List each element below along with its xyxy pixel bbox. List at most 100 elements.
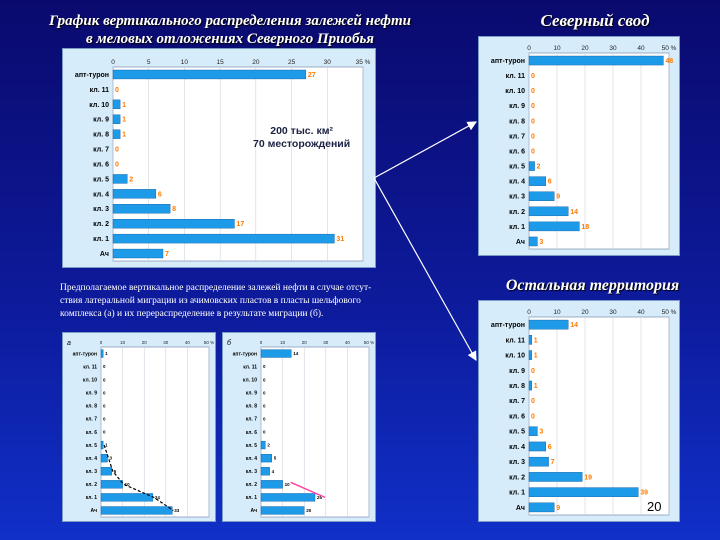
bar	[112, 233, 335, 244]
arrow-to-north	[373, 121, 478, 179]
data-label: 0	[263, 403, 266, 408]
bar	[260, 506, 305, 515]
category-label: кл. 3	[509, 459, 525, 466]
data-label: 1	[534, 353, 538, 360]
data-label: 14	[570, 322, 578, 329]
bar	[528, 456, 549, 467]
data-label: 0	[263, 430, 266, 435]
x-tick-label: 10	[120, 340, 126, 345]
bar	[528, 191, 555, 201]
category-label: кл. 9	[86, 391, 98, 397]
data-label: 0	[103, 377, 106, 382]
x-tick-label: 10	[280, 340, 286, 345]
x-tick-label: 15	[217, 59, 225, 66]
data-label: 0	[115, 147, 119, 154]
x-tick-label: 30	[163, 340, 169, 345]
bar	[100, 349, 104, 358]
bar	[528, 221, 580, 232]
x-tick-label: 20	[302, 340, 308, 345]
x-tick-label: 0	[260, 340, 263, 345]
x-tick-label: 30	[323, 340, 329, 345]
bar	[528, 335, 532, 345]
bar	[112, 219, 235, 229]
category-label: кл. 11	[506, 337, 525, 344]
bar	[528, 206, 569, 217]
data-label: 1	[534, 337, 538, 344]
category-label: апт-турон	[73, 351, 97, 357]
data-label: 19	[584, 474, 592, 481]
bar	[528, 487, 639, 497]
data-label: 20	[306, 508, 312, 513]
x-tick-label: 10	[553, 309, 561, 316]
data-label: 0	[103, 364, 106, 369]
category-label: кл. 1	[93, 236, 109, 243]
category-label: кл. 7	[509, 398, 525, 405]
data-label: 1	[105, 443, 108, 448]
bar	[528, 502, 555, 513]
category-label: кл. 3	[509, 194, 525, 201]
bar	[260, 480, 283, 489]
bar	[112, 129, 121, 139]
category-label: кл. 6	[246, 430, 258, 436]
x-tick-label: 35 %	[356, 59, 371, 66]
bar	[100, 454, 108, 463]
category-label: кл. 11	[90, 87, 109, 94]
category-label: кл. 3	[93, 206, 109, 213]
category-label: кл. 3	[246, 469, 258, 475]
data-label: 6	[548, 179, 552, 186]
bar	[528, 472, 583, 482]
annotation-fields: 70 месторождений	[253, 138, 351, 150]
category-label: Ач	[250, 508, 257, 514]
data-label: 27	[308, 72, 316, 79]
bar	[112, 99, 121, 109]
x-tick-label: 25	[288, 59, 296, 66]
category-label: кл. 1	[86, 495, 98, 501]
category-label: Ач	[100, 251, 109, 258]
bar	[528, 319, 569, 330]
data-label: 5	[114, 469, 117, 474]
data-label: 2	[537, 164, 541, 171]
category-label: апт-турон	[233, 351, 257, 357]
bar	[528, 161, 535, 171]
data-label: 10	[125, 482, 131, 487]
bar	[528, 55, 664, 66]
x-tick-label: 40	[637, 309, 645, 316]
data-label: 2	[129, 176, 133, 183]
category-label: кл. 2	[509, 209, 525, 216]
panel-letter: а	[67, 340, 71, 347]
caption-line-1: Предполагаемое вертикальное распределени…	[60, 283, 372, 293]
category-label: кл. 9	[93, 117, 109, 124]
bar	[260, 493, 316, 502]
data-label: 7	[551, 459, 555, 466]
chart-panel-small-b: 0 10 20 30 40 50 % б апт-турон 14 кл. 11 0 кл. 10 0 к…	[222, 332, 376, 522]
category-label: кл. 9	[246, 391, 258, 397]
data-label: 14	[293, 351, 299, 356]
data-label: 9	[556, 194, 560, 201]
category-label: кл. 7	[509, 133, 525, 140]
bar	[100, 440, 104, 450]
x-tick-label: 20	[581, 309, 589, 316]
x-tick-label: 40	[345, 340, 351, 345]
x-tick-label: 20	[142, 340, 148, 345]
x-tick-label: 0	[527, 45, 531, 52]
x-tick-label: 5	[147, 59, 151, 66]
data-label: 0	[531, 413, 535, 420]
bar	[112, 69, 307, 80]
data-label: 0	[103, 390, 106, 395]
category-label: кл. 1	[246, 495, 258, 501]
caption-line-2: ствия латеральной миграции из ачимовских…	[60, 296, 361, 306]
bar	[528, 236, 538, 247]
north-title: Северный свод	[540, 11, 650, 30]
x-tick-label: 10	[553, 45, 561, 52]
bar	[260, 349, 292, 358]
category-label: кл. 7	[86, 417, 98, 423]
category-label: кл. 5	[93, 176, 109, 183]
category-label: кл. 4	[509, 179, 525, 186]
data-label: 9	[556, 505, 560, 512]
category-label: кл. 10	[505, 353, 525, 360]
data-label: 3	[109, 456, 112, 461]
bar	[528, 441, 546, 452]
category-label: кл. 7	[93, 147, 109, 154]
category-label: кл. 5	[509, 164, 525, 171]
category-label: кл. 8	[86, 404, 98, 410]
